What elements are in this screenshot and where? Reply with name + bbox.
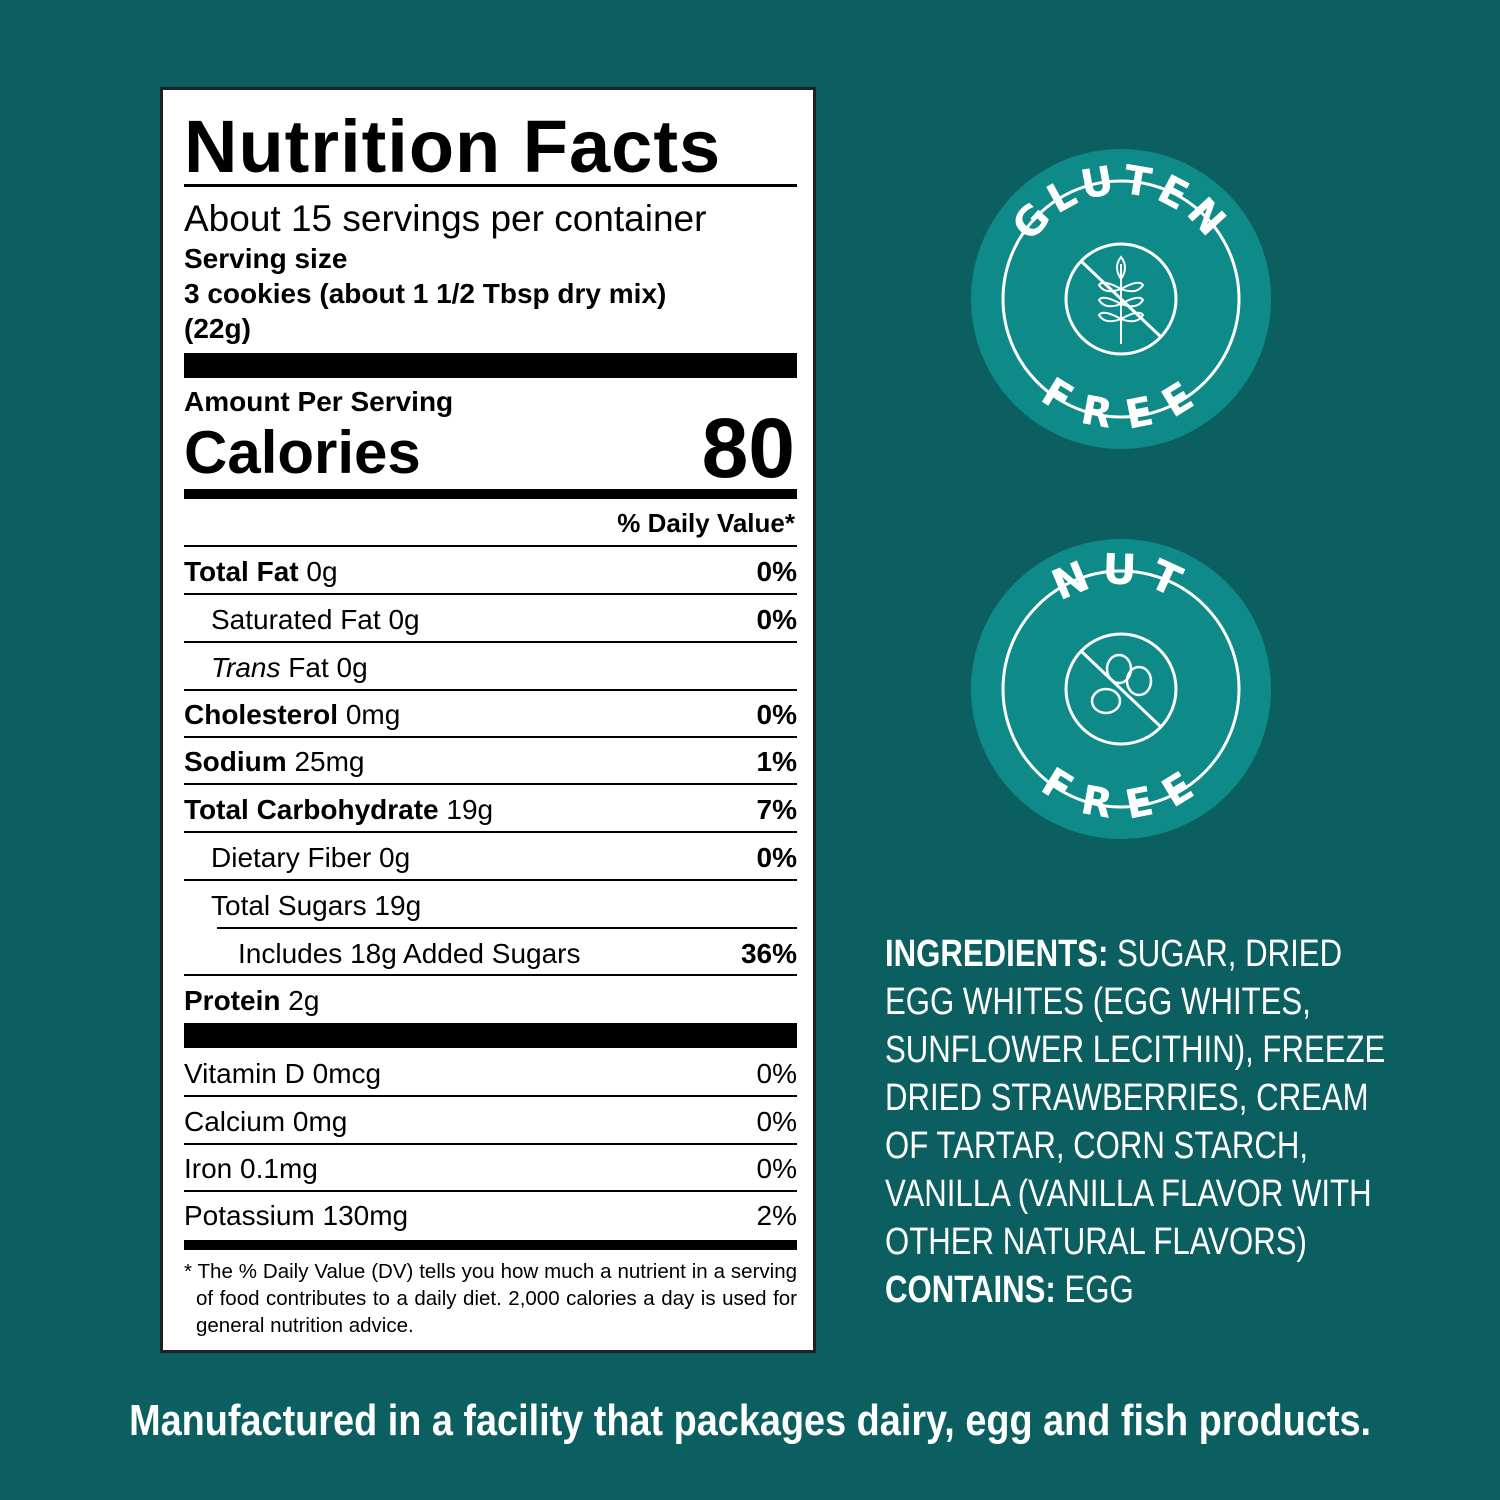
thick-divider bbox=[184, 353, 797, 378]
wheat-crossed-icon bbox=[1079, 255, 1163, 344]
ingredients-text: SUGAR, DRIED EGG WHITES (EGG WHITES, SUN… bbox=[885, 933, 1386, 1263]
vitamin-row: Calcium 0mg 0% bbox=[184, 1106, 797, 1137]
daily-value-header: % Daily Value* bbox=[617, 508, 795, 538]
divider bbox=[184, 184, 797, 187]
gluten-free-badge: GLUTEN FREE bbox=[971, 149, 1271, 449]
nutrient-row-protein: Protein 2g bbox=[184, 985, 320, 1016]
serving-size-grams: (22g) bbox=[184, 313, 251, 344]
vitamin-row: Iron 0.1mg 0% bbox=[184, 1153, 797, 1184]
servings-per-container: About 15 servings per container bbox=[184, 198, 707, 239]
contains-text: EGG bbox=[1064, 1269, 1134, 1311]
nutrient-row-total-fat: Total Fat 0g 0% bbox=[184, 556, 797, 587]
nutrient-row-trans-fat: Trans Fat 0g bbox=[211, 652, 368, 683]
nutrient-row-saturated-fat: Saturated Fat 0g 0% bbox=[211, 604, 797, 635]
calories-value: 80 bbox=[701, 401, 795, 495]
vitamin-row: Vitamin D 0mcg 0% bbox=[184, 1058, 797, 1089]
amount-per-serving: Amount Per Serving bbox=[184, 386, 454, 417]
contains-label: CONTAINS: bbox=[885, 1269, 1056, 1311]
facility-notice: Manufactured in a facility that packages… bbox=[128, 1396, 1371, 1445]
serving-size-value: 3 cookies (about 1 1/2 Tbsp dry mix) bbox=[184, 278, 667, 309]
label-title: Nutrition Facts bbox=[184, 105, 722, 188]
nutrient-row-added-sugars: Includes 18g Added Sugars 36% bbox=[238, 938, 797, 969]
nut-free-badge: NUT FREE bbox=[971, 539, 1271, 839]
nutrition-facts-label: Nutrition Facts About 15 servings per co… bbox=[160, 87, 816, 1353]
peanut-crossed-icon bbox=[1079, 649, 1163, 729]
medium-divider bbox=[184, 1240, 797, 1250]
nutrient-row-total-sugars: Total Sugars 19g bbox=[211, 890, 422, 921]
ingredients-block: INGREDIENTS: SUGAR, DRIED EGG WHITES (EG… bbox=[885, 930, 1410, 1314]
calories-label: Calories bbox=[184, 419, 421, 486]
ingredients-label: INGREDIENTS: bbox=[885, 933, 1109, 975]
nutrient-row-dietary-fiber: Dietary Fiber 0g 0% bbox=[211, 842, 797, 873]
thick-divider bbox=[184, 1023, 797, 1048]
medium-divider bbox=[184, 489, 797, 499]
nutrient-row-total-carbohydrate: Total Carbohydrate 19g 7% bbox=[184, 794, 797, 825]
nutrient-row-cholesterol: Cholesterol 0mg 0% bbox=[184, 699, 797, 730]
vitamin-row: Potassium 130mg 2% bbox=[184, 1200, 797, 1231]
footnote: * The % Daily Value (DV) tells you how m… bbox=[184, 1260, 797, 1337]
nutrient-row-sodium: Sodium 25mg 1% bbox=[184, 746, 797, 777]
serving-size-label: Serving size bbox=[184, 243, 348, 274]
divider bbox=[184, 545, 797, 547]
